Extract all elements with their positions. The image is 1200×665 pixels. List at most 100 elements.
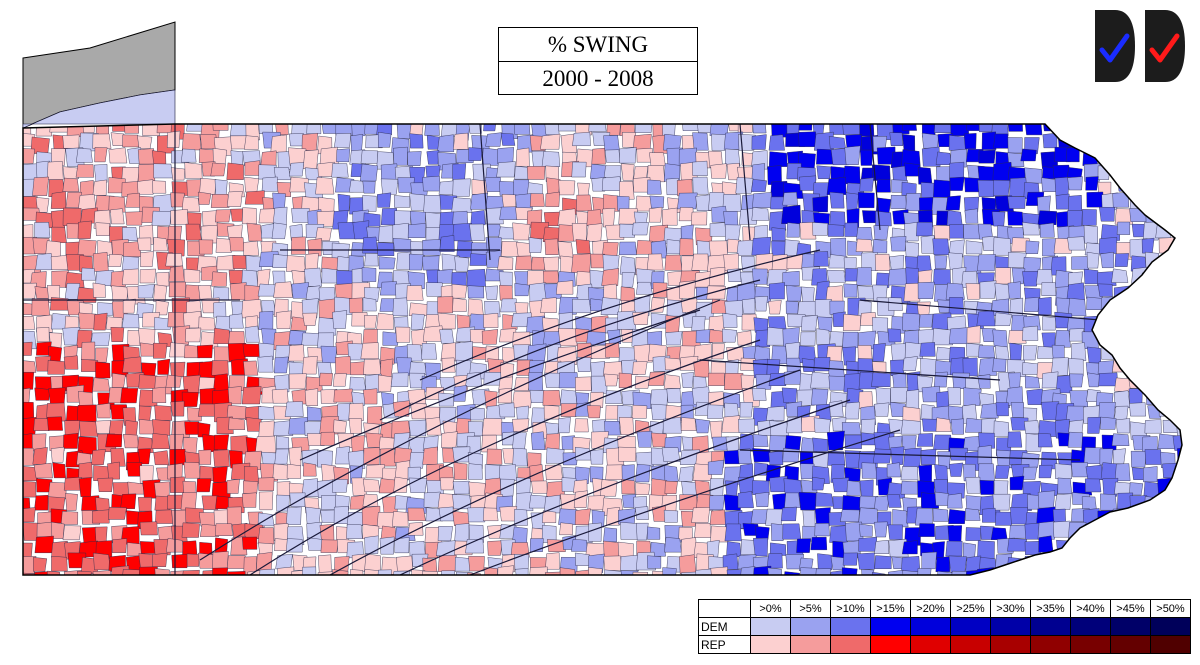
municipality [1041,282,1057,296]
municipality [992,493,1011,511]
municipality [828,136,846,149]
municipality [364,553,381,572]
municipality [422,570,439,575]
municipality [154,405,173,421]
municipality [588,522,602,542]
municipality [125,420,139,436]
municipality [586,405,601,419]
municipality [291,282,309,299]
municipality [1141,237,1155,254]
municipality [77,404,97,422]
municipality [50,447,65,463]
municipality [500,298,518,313]
municipality [366,406,383,425]
municipality [334,556,350,572]
municipality [423,195,442,213]
municipality [306,124,322,135]
municipality [1113,390,1131,408]
municipality [1174,179,1182,196]
municipality [407,271,425,289]
municipality [455,341,473,362]
municipality [875,272,890,288]
municipality [662,417,682,434]
municipality [275,553,293,570]
municipality [889,254,905,271]
municipality [873,521,888,538]
municipality [815,492,834,507]
municipality [935,151,952,165]
municipality [603,135,620,151]
municipality [439,235,455,252]
municipality [917,166,933,185]
legend-swatch-rep [750,635,791,654]
municipality [619,181,635,200]
municipality [199,524,220,537]
municipality [812,222,829,236]
municipality [1038,535,1054,553]
legend-swatch-dem [790,617,831,636]
municipality [213,327,232,344]
municipality [543,404,560,420]
municipality [902,134,916,152]
municipality [211,271,228,287]
legend-bin-label: >45% [1110,599,1151,618]
municipality [123,434,139,449]
municipality [1142,508,1158,524]
municipality [396,555,414,572]
municipality [709,222,727,237]
municipality [378,478,396,494]
municipality [138,328,156,346]
municipality [394,537,410,554]
municipality [992,329,1008,347]
municipality [82,527,98,544]
municipality [571,538,588,552]
municipality [92,377,110,392]
municipality [935,417,952,432]
legend-swatch-dem [750,617,791,636]
municipality [918,313,934,328]
municipality [393,146,408,166]
municipality [408,419,427,437]
municipality [1158,149,1176,163]
municipality [63,355,79,370]
municipality [284,401,304,417]
municipality [995,511,1012,526]
swing-legend: >0% >5% >10% >15% >20% >25% >30% >35% >4… [698,599,1191,654]
legend-swatch-rep [1070,635,1111,654]
municipality [1042,316,1057,331]
municipality [198,239,214,255]
municipality [1146,177,1164,197]
municipality [978,357,997,376]
municipality [75,148,93,163]
municipality [1127,567,1145,575]
municipality [917,269,933,285]
municipality [273,281,293,298]
municipality [285,538,303,553]
municipality [1114,463,1131,481]
municipality [605,224,625,240]
municipality [168,265,185,282]
municipality [721,415,741,433]
municipality [242,536,258,550]
municipality [691,507,711,523]
municipality [1114,147,1133,164]
municipality [965,527,982,541]
municipality [1023,420,1040,434]
municipality [452,223,473,242]
municipality [409,253,424,271]
municipality [1036,567,1056,575]
municipality [167,238,185,257]
swing-map [22,21,1183,576]
municipality [601,268,619,286]
municipality [333,388,353,403]
municipality [875,387,891,405]
municipality [138,566,158,575]
municipality [468,524,484,543]
municipality [1084,538,1099,555]
municipality [844,268,859,282]
municipality [874,495,890,511]
municipality [481,418,504,436]
municipality [1126,507,1142,523]
municipality [170,192,185,208]
municipality [575,376,592,391]
